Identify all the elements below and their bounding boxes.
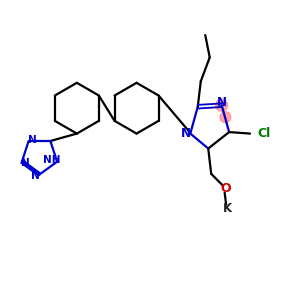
Text: N: N [21, 158, 30, 168]
Text: N: N [217, 96, 227, 109]
Text: Cl: Cl [257, 127, 271, 140]
Circle shape [220, 112, 231, 122]
Text: N: N [31, 171, 40, 181]
Circle shape [216, 99, 228, 111]
Text: O: O [221, 182, 232, 195]
Text: N: N [181, 127, 191, 140]
Text: K: K [223, 202, 232, 215]
Text: NH: NH [43, 155, 61, 165]
Text: N: N [28, 134, 37, 145]
